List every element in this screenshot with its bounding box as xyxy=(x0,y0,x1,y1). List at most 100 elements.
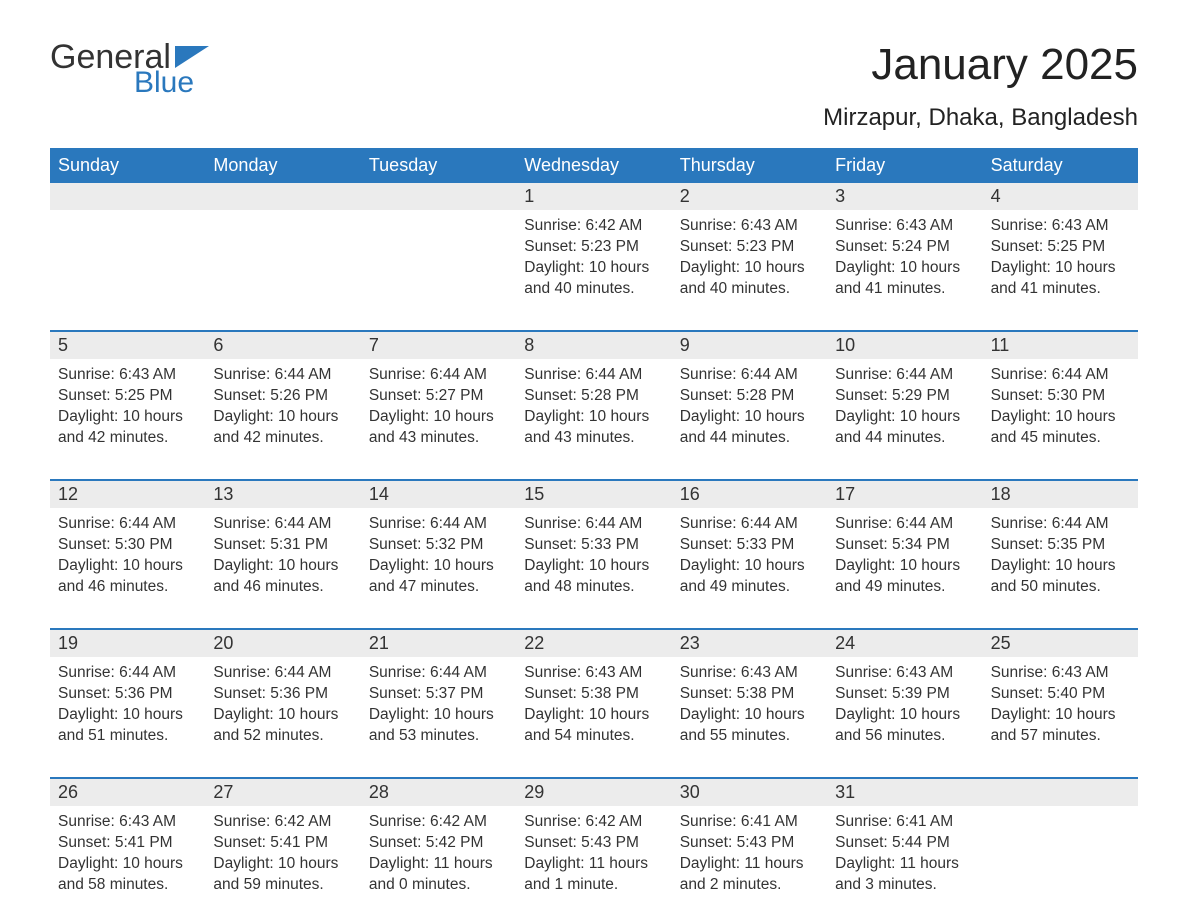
day-header-row: Sunday Monday Tuesday Wednesday Thursday… xyxy=(50,148,1138,183)
day-cell: Sunrise: 6:44 AMSunset: 5:30 PMDaylight:… xyxy=(50,508,205,618)
daylight-text: and 43 minutes. xyxy=(524,428,663,449)
sunset-text: Sunset: 5:41 PM xyxy=(58,833,197,854)
daylight-text: and 0 minutes. xyxy=(369,875,508,896)
day-number: 8 xyxy=(516,332,671,359)
day-number: 22 xyxy=(516,630,671,657)
day-header-tue: Tuesday xyxy=(361,148,516,183)
day-header-sat: Saturday xyxy=(983,148,1138,183)
day-number: 20 xyxy=(205,630,360,657)
daylight-text: and 47 minutes. xyxy=(369,577,508,598)
day-header-fri: Friday xyxy=(827,148,982,183)
day-cell: Sunrise: 6:43 AMSunset: 5:41 PMDaylight:… xyxy=(50,806,205,916)
sunset-text: Sunset: 5:38 PM xyxy=(680,684,819,705)
calendar-week: 19202122232425Sunrise: 6:44 AMSunset: 5:… xyxy=(50,628,1138,767)
day-cell xyxy=(205,210,360,320)
day-cell: Sunrise: 6:43 AMSunset: 5:40 PMDaylight:… xyxy=(983,657,1138,767)
day-number: 6 xyxy=(205,332,360,359)
day-number: 4 xyxy=(983,183,1138,210)
day-number: 11 xyxy=(983,332,1138,359)
sunrise-text: Sunrise: 6:44 AM xyxy=(680,514,819,535)
calendar-week: 567891011Sunrise: 6:43 AMSunset: 5:25 PM… xyxy=(50,330,1138,469)
daylight-text: and 49 minutes. xyxy=(680,577,819,598)
daylight-text: Daylight: 10 hours xyxy=(213,705,352,726)
daylight-text: and 40 minutes. xyxy=(680,279,819,300)
daylight-text: and 59 minutes. xyxy=(213,875,352,896)
sunset-text: Sunset: 5:43 PM xyxy=(524,833,663,854)
sunset-text: Sunset: 5:33 PM xyxy=(680,535,819,556)
day-number-row: 567891011 xyxy=(50,332,1138,359)
day-cell: Sunrise: 6:44 AMSunset: 5:34 PMDaylight:… xyxy=(827,508,982,618)
sunset-text: Sunset: 5:23 PM xyxy=(524,237,663,258)
calendar-week: 12131415161718Sunrise: 6:44 AMSunset: 5:… xyxy=(50,479,1138,618)
daylight-text: Daylight: 10 hours xyxy=(680,258,819,279)
daylight-text: and 57 minutes. xyxy=(991,726,1130,747)
sunrise-text: Sunrise: 6:42 AM xyxy=(369,812,508,833)
daylight-text: Daylight: 10 hours xyxy=(524,705,663,726)
daylight-text: Daylight: 10 hours xyxy=(835,705,974,726)
daylight-text: Daylight: 10 hours xyxy=(524,258,663,279)
daylight-text: Daylight: 11 hours xyxy=(680,854,819,875)
sunset-text: Sunset: 5:42 PM xyxy=(369,833,508,854)
daylight-text: Daylight: 10 hours xyxy=(524,556,663,577)
sunset-text: Sunset: 5:29 PM xyxy=(835,386,974,407)
day-cell: Sunrise: 6:44 AMSunset: 5:32 PMDaylight:… xyxy=(361,508,516,618)
day-cell: Sunrise: 6:43 AMSunset: 5:39 PMDaylight:… xyxy=(827,657,982,767)
sunset-text: Sunset: 5:41 PM xyxy=(213,833,352,854)
daylight-text: Daylight: 10 hours xyxy=(58,705,197,726)
sunset-text: Sunset: 5:23 PM xyxy=(680,237,819,258)
sunrise-text: Sunrise: 6:41 AM xyxy=(835,812,974,833)
daylight-text: and 45 minutes. xyxy=(991,428,1130,449)
day-number: 15 xyxy=(516,481,671,508)
daylight-text: and 2 minutes. xyxy=(680,875,819,896)
daylight-text: Daylight: 10 hours xyxy=(369,556,508,577)
sunset-text: Sunset: 5:38 PM xyxy=(524,684,663,705)
sunset-text: Sunset: 5:27 PM xyxy=(369,386,508,407)
day-number: 5 xyxy=(50,332,205,359)
daylight-text: and 44 minutes. xyxy=(835,428,974,449)
sunset-text: Sunset: 5:32 PM xyxy=(369,535,508,556)
sunrise-text: Sunrise: 6:42 AM xyxy=(524,812,663,833)
day-cell: Sunrise: 6:44 AMSunset: 5:36 PMDaylight:… xyxy=(205,657,360,767)
day-number: 19 xyxy=(50,630,205,657)
day-cell: Sunrise: 6:44 AMSunset: 5:28 PMDaylight:… xyxy=(672,359,827,469)
sunrise-text: Sunrise: 6:43 AM xyxy=(680,216,819,237)
daylight-text: and 55 minutes. xyxy=(680,726,819,747)
daylight-text: Daylight: 10 hours xyxy=(835,556,974,577)
daylight-text: and 56 minutes. xyxy=(835,726,974,747)
day-number-row: 1234 xyxy=(50,183,1138,210)
day-number: 28 xyxy=(361,779,516,806)
sunset-text: Sunset: 5:25 PM xyxy=(991,237,1130,258)
day-cell: Sunrise: 6:42 AMSunset: 5:43 PMDaylight:… xyxy=(516,806,671,916)
day-number: 25 xyxy=(983,630,1138,657)
sunrise-text: Sunrise: 6:44 AM xyxy=(680,365,819,386)
day-number: 29 xyxy=(516,779,671,806)
day-header-sun: Sunday xyxy=(50,148,205,183)
sunrise-text: Sunrise: 6:44 AM xyxy=(991,514,1130,535)
day-number: 3 xyxy=(827,183,982,210)
sunset-text: Sunset: 5:37 PM xyxy=(369,684,508,705)
sunrise-text: Sunrise: 6:43 AM xyxy=(835,216,974,237)
daylight-text: and 48 minutes. xyxy=(524,577,663,598)
sunset-text: Sunset: 5:24 PM xyxy=(835,237,974,258)
day-number xyxy=(50,183,205,210)
daylight-text: and 53 minutes. xyxy=(369,726,508,747)
daylight-text: Daylight: 10 hours xyxy=(991,258,1130,279)
sunrise-text: Sunrise: 6:44 AM xyxy=(524,365,663,386)
day-number xyxy=(983,779,1138,806)
day-cell: Sunrise: 6:44 AMSunset: 5:33 PMDaylight:… xyxy=(516,508,671,618)
daylight-text: and 54 minutes. xyxy=(524,726,663,747)
day-cell: Sunrise: 6:44 AMSunset: 5:29 PMDaylight:… xyxy=(827,359,982,469)
daylight-text: and 44 minutes. xyxy=(680,428,819,449)
day-cell: Sunrise: 6:44 AMSunset: 5:27 PMDaylight:… xyxy=(361,359,516,469)
sunset-text: Sunset: 5:31 PM xyxy=(213,535,352,556)
day-cell: Sunrise: 6:43 AMSunset: 5:25 PMDaylight:… xyxy=(983,210,1138,320)
day-number: 30 xyxy=(672,779,827,806)
logo: General Blue xyxy=(50,40,209,98)
daylight-text: Daylight: 10 hours xyxy=(213,854,352,875)
day-cell: Sunrise: 6:42 AMSunset: 5:42 PMDaylight:… xyxy=(361,806,516,916)
sunset-text: Sunset: 5:36 PM xyxy=(213,684,352,705)
sunrise-text: Sunrise: 6:43 AM xyxy=(835,663,974,684)
sunrise-text: Sunrise: 6:44 AM xyxy=(835,365,974,386)
daylight-text: Daylight: 11 hours xyxy=(369,854,508,875)
daylight-text: Daylight: 10 hours xyxy=(991,705,1130,726)
